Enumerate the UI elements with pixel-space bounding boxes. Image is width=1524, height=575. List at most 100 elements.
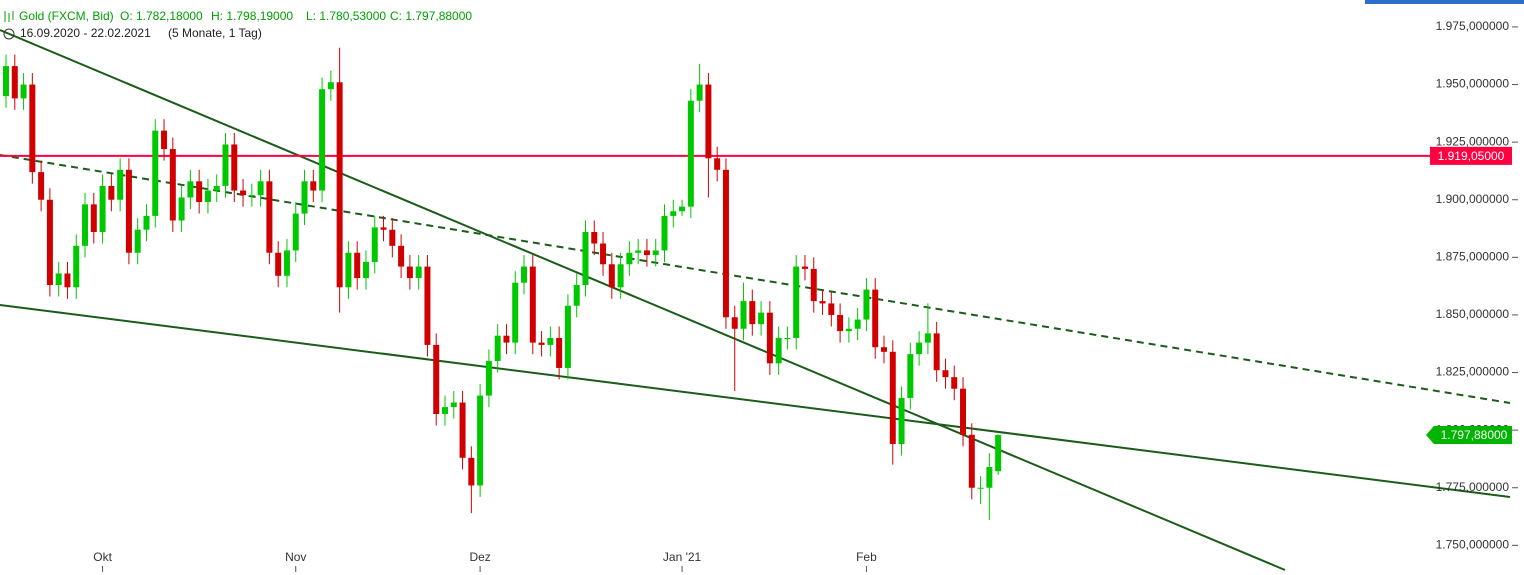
candle-body bbox=[731, 317, 738, 329]
x-tick-label: Feb bbox=[856, 550, 877, 564]
chart-title: Gold (FXCM, Bid) bbox=[19, 9, 114, 23]
candle-body bbox=[635, 250, 642, 253]
candle-body bbox=[661, 215, 668, 251]
candle-body bbox=[248, 195, 255, 197]
candle-body bbox=[275, 252, 282, 276]
candle-body bbox=[758, 312, 765, 325]
subtitle: (5 Monate, 1 Tag) bbox=[168, 26, 262, 40]
candle-body bbox=[283, 250, 290, 276]
candle-body bbox=[468, 457, 475, 486]
y-tick-label: 1.950,000000 bbox=[1436, 77, 1510, 91]
candle-body bbox=[73, 245, 80, 288]
price-tag-label: 1.919,05000 bbox=[1438, 149, 1505, 163]
candle-body bbox=[257, 181, 264, 196]
toolbar-edge bbox=[1365, 0, 1524, 4]
candle-body bbox=[687, 100, 694, 207]
candle-body bbox=[231, 144, 238, 191]
candle-body bbox=[301, 181, 308, 214]
candle-body bbox=[626, 252, 633, 265]
y-tick-label: 1.900,000000 bbox=[1436, 192, 1510, 206]
candle-body bbox=[152, 130, 159, 216]
candle-body bbox=[907, 354, 914, 398]
candle-body bbox=[485, 361, 492, 396]
candle-body bbox=[793, 266, 800, 338]
y-tick-label: 1.925,000000 bbox=[1436, 134, 1510, 148]
ohlc-label: C: 1.797,88000 bbox=[390, 9, 472, 23]
subtitle: 16.09.2020 - 22.02.2021 bbox=[20, 26, 151, 40]
candle-body bbox=[538, 342, 545, 345]
candle-body bbox=[310, 181, 317, 191]
candle-body bbox=[617, 264, 624, 288]
candle-body bbox=[933, 333, 940, 371]
candle-body bbox=[161, 130, 168, 150]
candle-body bbox=[108, 185, 115, 200]
candle-body bbox=[424, 266, 431, 345]
candle-body bbox=[90, 204, 97, 233]
candle-body bbox=[591, 232, 598, 244]
candle-body bbox=[292, 213, 299, 251]
candle-body bbox=[679, 206, 686, 212]
candle-body bbox=[503, 335, 510, 343]
y-tick-label: 1.825,000000 bbox=[1436, 365, 1510, 379]
ohlc-label: O: 1.782,18000 bbox=[120, 9, 203, 23]
candle-body bbox=[415, 266, 422, 279]
candle-body bbox=[951, 377, 958, 389]
candle-body bbox=[362, 261, 369, 279]
candle-body bbox=[556, 337, 563, 368]
candle-body bbox=[801, 266, 808, 269]
y-tick-label: 1.750,000000 bbox=[1436, 538, 1510, 552]
candle-body bbox=[968, 434, 975, 488]
clock-icon bbox=[3, 28, 15, 40]
candle-body bbox=[608, 264, 615, 288]
candle-body bbox=[82, 204, 89, 246]
candle-body bbox=[881, 347, 887, 352]
x-tick-label: Nov bbox=[285, 550, 306, 564]
x-tick-label: Dez bbox=[469, 550, 490, 564]
candle-body bbox=[889, 351, 896, 444]
candle-body bbox=[845, 328, 852, 332]
candle-body bbox=[995, 435, 1002, 472]
candle-body bbox=[125, 169, 132, 253]
candle-body bbox=[670, 211, 677, 216]
y-tick-label: 1.975,000000 bbox=[1436, 19, 1510, 33]
candle-body bbox=[942, 370, 949, 378]
candle-body bbox=[117, 169, 124, 200]
candle-body bbox=[573, 285, 580, 306]
candle-body bbox=[354, 252, 361, 279]
candle-body bbox=[740, 301, 747, 329]
candle-body bbox=[643, 250, 650, 256]
candle-body bbox=[529, 266, 536, 343]
candle-body bbox=[46, 199, 53, 285]
trend-line bbox=[0, 29, 1286, 571]
candle-body bbox=[213, 185, 220, 191]
candle-body bbox=[20, 84, 27, 99]
candle-body bbox=[266, 181, 273, 253]
candle-body bbox=[319, 89, 326, 191]
candle-body bbox=[169, 149, 176, 221]
candle-body bbox=[714, 158, 721, 170]
legend-icon bbox=[4, 11, 14, 22]
candle-body bbox=[512, 282, 519, 343]
candle-body bbox=[582, 232, 589, 285]
trend-line bbox=[0, 304, 1511, 498]
candle-body bbox=[196, 181, 203, 203]
candle-body bbox=[977, 487, 984, 489]
candle-body bbox=[64, 273, 71, 288]
candle-body bbox=[459, 402, 466, 458]
candle-body bbox=[494, 335, 501, 362]
candle-body bbox=[784, 337, 791, 339]
candle-body bbox=[749, 301, 756, 325]
candle-body bbox=[204, 190, 211, 203]
y-tick-label: 1.775,000000 bbox=[1436, 480, 1510, 494]
candle-body bbox=[240, 190, 247, 196]
candle-body bbox=[705, 84, 712, 159]
candle-body bbox=[3, 66, 9, 97]
candle-body bbox=[178, 197, 185, 221]
candle-body bbox=[547, 337, 554, 345]
candle-body bbox=[143, 215, 150, 230]
candle-body bbox=[477, 395, 484, 486]
candle-body bbox=[696, 84, 703, 101]
candle-body bbox=[863, 289, 870, 320]
